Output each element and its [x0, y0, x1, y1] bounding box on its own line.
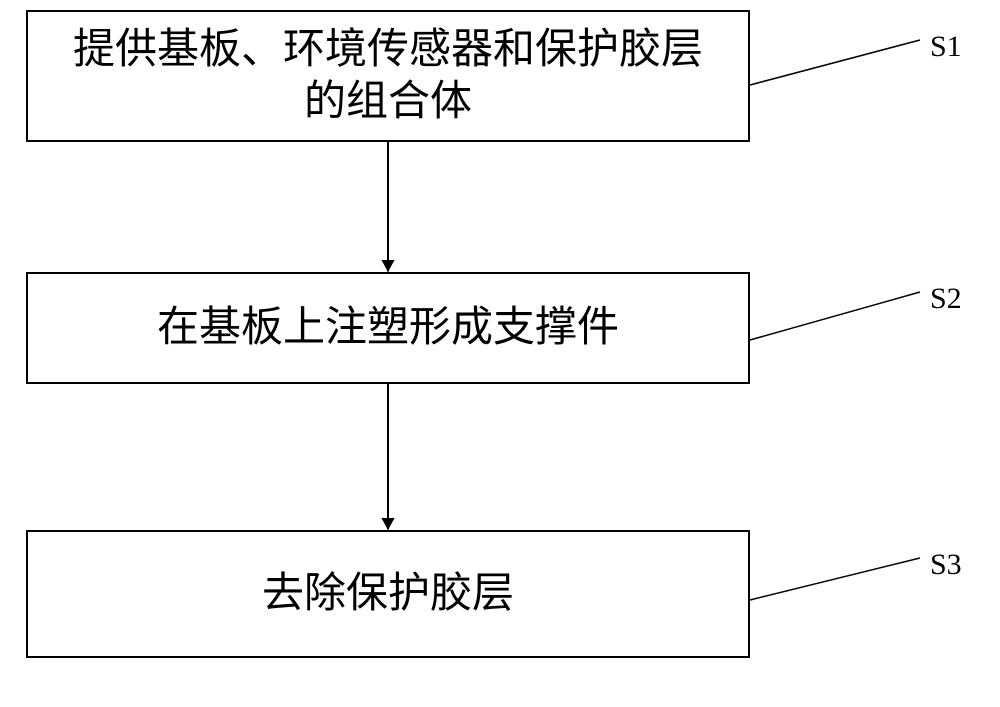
flowchart-canvas: 提供基板、环境传感器和保护胶层 的组合体 在基板上注塑形成支撑件 去除保护胶层 … — [0, 0, 1000, 707]
step-label-text: S1 — [930, 30, 962, 63]
step-label-s2: S2 — [930, 282, 962, 316]
flowchart-node-s2: 在基板上注塑形成支撑件 — [26, 272, 750, 384]
step-label-text: S3 — [930, 548, 962, 581]
step-label-text: S2 — [930, 282, 962, 315]
node-text: 去除保护胶层 — [262, 568, 514, 621]
node-text: 提供基板、环境传感器和保护胶层 的组合体 — [73, 24, 703, 129]
node-text: 在基板上注塑形成支撑件 — [157, 302, 619, 355]
flowchart-node-s3: 去除保护胶层 — [26, 530, 750, 658]
step-label-s1: S1 — [930, 30, 962, 64]
step-label-s3: S3 — [930, 548, 962, 582]
flowchart-node-s1: 提供基板、环境传感器和保护胶层 的组合体 — [26, 10, 750, 142]
